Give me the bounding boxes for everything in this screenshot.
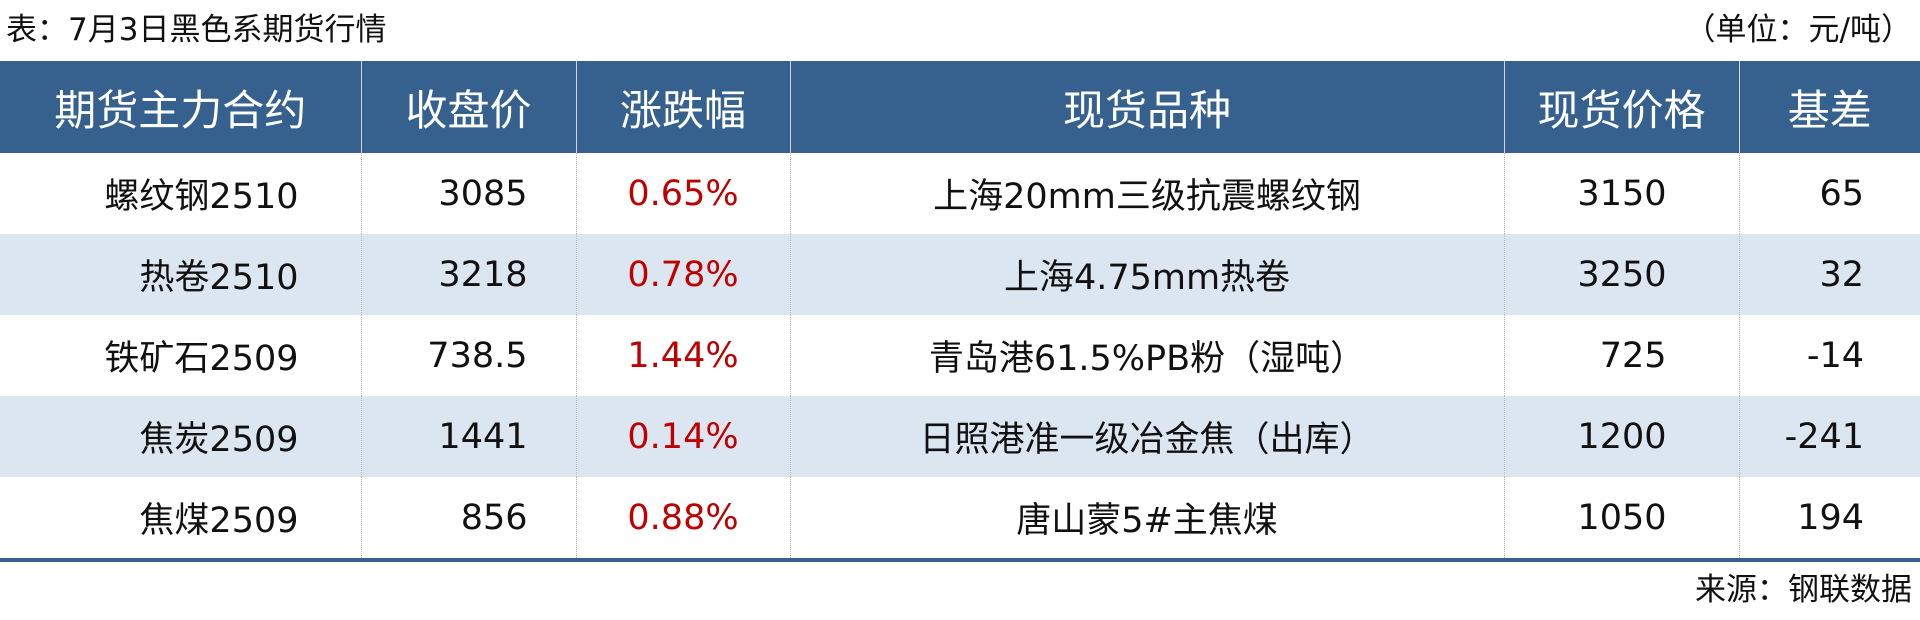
table-row: 焦炭2509 1441 0.14% 日照港准一级冶金焦（出库） 1200 -24… xyxy=(0,396,1920,477)
basis-cell: -14 xyxy=(1738,315,1920,396)
spot-cell: 上海4.75mm热卷 xyxy=(789,234,1504,315)
spot-price-cell: 1050 xyxy=(1503,477,1739,558)
spot-cell: 上海20mm三级抗震螺纹钢 xyxy=(789,153,1504,234)
table-row: 焦煤2509 856 0.88% 唐山蒙5#主焦煤 1050 194 xyxy=(0,477,1920,558)
contract-cell: 铁矿石2509 xyxy=(104,339,299,379)
spot-cell: 青岛港61.5%PB粉（湿吨） xyxy=(789,315,1504,396)
close-cell: 856 xyxy=(360,477,576,558)
contract-cell: 热卷2510 xyxy=(0,234,361,315)
table-row: 螺纹钢2510 3085 0.65% 上海20mm三级抗震螺纹钢 3150 65 xyxy=(0,153,1920,234)
contract-cell: 螺纹钢2510 xyxy=(104,177,299,217)
contract-cell: 焦煤2509 xyxy=(139,501,299,541)
spot-price-cell: 3250 xyxy=(1503,234,1739,315)
change-cell: 0.78% xyxy=(575,234,790,315)
header-spot: 现货品种 xyxy=(789,61,1504,153)
futures-table: 期货主力合约 收盘价 涨跌幅 现货品种 现货价格 基差 螺纹钢2510 3085… xyxy=(0,61,1920,558)
header-basis: 基差 xyxy=(1738,61,1920,153)
table-header-row: 期货主力合约 收盘价 涨跌幅 现货品种 现货价格 基差 xyxy=(0,61,1920,153)
source-note: 来源：钢联数据 xyxy=(1695,572,1912,608)
basis-cell: -241 xyxy=(1738,396,1920,477)
spot-cell: 唐山蒙5#主焦煤 xyxy=(789,477,1504,558)
table-row: 热卷2510 3218 0.78% 上海4.75mm热卷 3250 32 xyxy=(0,234,1920,315)
close-cell: 738.5 xyxy=(360,315,576,396)
spot-price-cell: 1200 xyxy=(1503,396,1739,477)
change-cell: 0.65% xyxy=(575,153,790,234)
spot-price-cell: 3150 xyxy=(1503,153,1739,234)
table-bottom-border xyxy=(0,558,1920,562)
change-cell: 0.14% xyxy=(575,396,790,477)
basis-cell: 32 xyxy=(1738,234,1920,315)
change-cell: 1.44% xyxy=(575,315,790,396)
contract-cell: 焦炭2509 xyxy=(0,396,361,477)
header-spot-price: 现货价格 xyxy=(1503,61,1739,153)
change-cell: 0.88% xyxy=(575,477,790,558)
spot-price-cell: 725 xyxy=(1503,315,1739,396)
table-row: 铁矿石2509 738.5 1.44% 青岛港61.5%PB粉（湿吨） 725 … xyxy=(0,315,1920,396)
basis-cell: 194 xyxy=(1738,477,1920,558)
header-change: 涨跌幅 xyxy=(575,61,790,153)
close-cell: 3085 xyxy=(360,153,576,234)
header-close: 收盘价 xyxy=(360,61,576,153)
close-cell: 1441 xyxy=(360,396,576,477)
close-cell: 3218 xyxy=(360,234,576,315)
spot-cell: 日照港准一级冶金焦（出库） xyxy=(789,396,1504,477)
header-contract: 期货主力合约 xyxy=(0,61,361,153)
table-title: 表：7月3日黑色系期货行情 xyxy=(6,12,387,48)
unit-label: （单位：元/吨） xyxy=(1684,12,1912,48)
basis-cell: 65 xyxy=(1738,153,1920,234)
